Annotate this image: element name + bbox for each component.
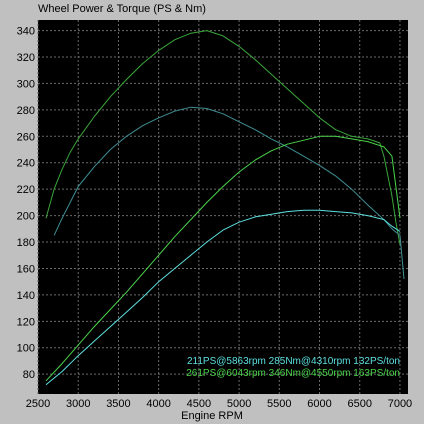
y-tick-label: 340 [17,26,35,38]
x-tick-label: 4000 [146,398,170,410]
y-tick-label: 100 [17,343,35,355]
y-tick-label: 160 [17,263,35,275]
series-line-4-power [45,209,401,386]
x-tick-label: 2500 [26,398,50,410]
y-tick-label: 300 [17,78,35,90]
tick-layer: 2500 3000 3500 4000 4500 5000 5500 6000 6500 7000… [17,26,413,410]
series-layer [45,30,405,386]
x-tick-label: 3000 [66,398,90,410]
y-tick-label: 140 [17,290,35,302]
x-axis-label: Engine RPM [181,410,243,422]
result-annotation-1: 211PS@5863rpm 285Nm@4310rpm 132PS/ton [187,356,400,367]
y-tick-label: 180 [17,237,35,249]
series-line-1-torque [45,30,401,245]
series-line-2-torque [53,106,405,280]
y-tick-label: 320 [17,52,35,64]
y-tick-label: 220 [17,184,35,196]
result-annotation-2: 261PS@6043rpm 346Nm@4550rpm 163PS/ton [186,368,400,379]
x-tick-label: 3500 [106,398,130,410]
y-tick-label: 200 [17,211,35,223]
annotation-layer: 211PS@5863rpm 285Nm@4310rpm 132PS/ton261… [186,356,400,379]
grid-layer [37,20,408,394]
x-tick-label: 5000 [227,398,251,410]
x-tick-label: 4500 [187,398,211,410]
x-tick-label: 6000 [307,398,331,410]
y-tick-label: 120 [17,316,35,328]
y-tick-label: 240 [17,158,35,170]
x-tick-label: 5500 [267,398,291,410]
y-tick-label: 80 [23,369,35,381]
chart-title: Wheel Power & Torque (PS & Nm) [38,3,206,15]
x-tick-label: 6500 [347,398,371,410]
y-tick-label: 280 [17,105,35,117]
plot-area [38,20,408,394]
x-tick-label: 7000 [388,398,412,410]
series-line-3-power [45,135,401,382]
y-tick-label: 260 [17,131,35,143]
